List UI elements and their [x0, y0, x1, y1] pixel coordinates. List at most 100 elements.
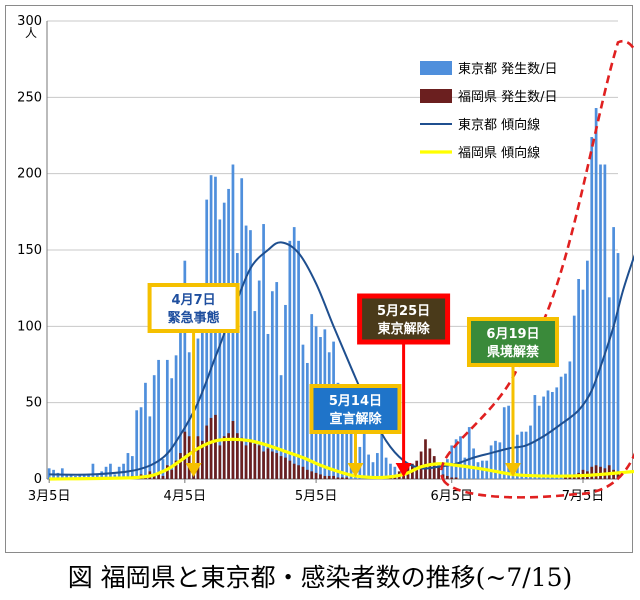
tokyo-bar: [279, 375, 283, 479]
annotation-arrowhead: [395, 463, 412, 477]
fukuoka-bar: [174, 460, 178, 479]
tokyo-bar: [358, 446, 362, 479]
tokyo-bar: [253, 311, 257, 479]
y-tick-label: 300: [17, 14, 42, 29]
fukuoka-bar: [314, 472, 318, 479]
tokyo-bar: [445, 459, 449, 479]
tokyo-bar: [603, 164, 607, 480]
fukuoka-bar: [196, 436, 200, 479]
fukuoka-bar: [165, 465, 169, 479]
tokyo-bar: [371, 462, 375, 479]
tokyo-trend-line: [49, 241, 634, 476]
fukuoka-bar: [445, 475, 449, 479]
tokyo-bar: [126, 453, 130, 479]
tokyo-bar: [502, 407, 506, 479]
tokyo-bar: [612, 227, 615, 479]
annotation-arrowhead: [185, 463, 202, 477]
fukuoka-bar: [310, 471, 314, 479]
tokyo-bar: [551, 391, 554, 479]
fukuoka-bar: [279, 456, 283, 479]
tokyo-bar: [564, 373, 567, 479]
legend-swatch: [420, 61, 452, 75]
tokyo-bar: [148, 416, 152, 479]
tokyo-bar: [572, 315, 576, 479]
tokyo-bar: [559, 376, 563, 479]
tokyo-bar: [109, 463, 112, 479]
tokyo-bar: [494, 440, 497, 479]
tokyo-bar: [205, 199, 209, 479]
fukuoka-bar: [275, 453, 279, 479]
x-tick-label: 4月5日: [164, 489, 207, 504]
tokyo-bar: [507, 405, 510, 479]
tokyo-bar: [196, 338, 200, 479]
tokyo-bar: [340, 420, 344, 479]
figure-caption: 図 福岡県と東京都・感染者数の推移(~7/15): [67, 563, 573, 592]
x-tick-label: 3月5日: [28, 489, 71, 504]
tokyo-bar: [170, 378, 174, 479]
annotation-box: [357, 293, 451, 345]
y-tick-label: 50: [25, 396, 42, 411]
tokyo-bar: [218, 219, 222, 479]
fukuoka-bar: [209, 417, 213, 479]
tokyo-bar: [393, 466, 397, 479]
tokyo-bar: [139, 407, 143, 479]
y-tick-label: 150: [17, 243, 42, 258]
tokyo-bar: [266, 333, 270, 479]
annotation-box: [466, 317, 559, 367]
tokyo-bar: [65, 474, 69, 479]
tokyo-bar: [537, 405, 541, 479]
fukuoka-bar: [297, 465, 300, 479]
tokyo-bar: [345, 431, 349, 479]
tokyo-bar: [476, 462, 480, 479]
fukuoka-bar: [161, 475, 165, 479]
tokyo-bar: [135, 410, 139, 479]
annotation-label: 緊急事態: [168, 310, 220, 326]
tokyo-bar: [616, 253, 620, 479]
annotation-label: 5月14日: [329, 394, 382, 409]
legend-label: 福岡県 発生数/日: [458, 90, 558, 105]
tokyo-bar: [516, 434, 519, 479]
fukuoka-bar: [235, 433, 239, 479]
fukuoka-bar: [437, 466, 440, 479]
tokyo-bar: [292, 227, 296, 479]
fukuoka-bar: [319, 474, 322, 479]
y-tick-label: 200: [17, 167, 42, 182]
legend-label: 東京都 傾向線: [458, 117, 540, 133]
tokyo-bar: [529, 425, 532, 479]
fukuoka-bar: [564, 477, 567, 479]
tokyo-bar: [95, 474, 99, 479]
tokyo-bar: [161, 459, 165, 479]
tokyo-bar: [47, 468, 51, 479]
tokyo-bar: [599, 164, 602, 480]
fukuoka-bar: [590, 466, 594, 479]
annotation-label: 5月25日: [377, 304, 430, 319]
fukuoka-bar: [454, 477, 458, 479]
fukuoka-bar: [594, 465, 598, 479]
fukuoka-bar: [336, 477, 340, 479]
tokyo-bar: [389, 463, 392, 479]
legend-label: 福岡県 傾向線: [458, 145, 540, 161]
annotation-box: [309, 384, 402, 434]
tokyo-bar: [581, 289, 585, 479]
fukuoka-bar: [323, 475, 327, 479]
tokyo-bar: [546, 390, 550, 479]
fukuoka-bar: [200, 440, 204, 479]
annotation-label: 宣言解除: [329, 411, 382, 427]
tokyo-bar: [467, 427, 471, 479]
fukuoka-bar: [157, 472, 160, 479]
annotation-label: 4月7日: [172, 293, 216, 308]
fukuoka-bar: [340, 477, 344, 479]
fukuoka-bar: [424, 439, 427, 479]
tokyo-bar: [375, 453, 379, 479]
tokyo-bar: [174, 355, 178, 479]
x-tick-label: 7月5日: [562, 489, 605, 504]
y-tick-label: 100: [17, 319, 42, 334]
fukuoka-bar: [301, 466, 305, 479]
tokyo-bar: [607, 297, 611, 479]
tokyo-bar: [270, 291, 274, 479]
tokyo-bar: [222, 202, 226, 479]
fukuoka-bar: [231, 420, 235, 479]
tokyo-bar: [130, 456, 134, 479]
tokyo-bar: [144, 382, 147, 479]
